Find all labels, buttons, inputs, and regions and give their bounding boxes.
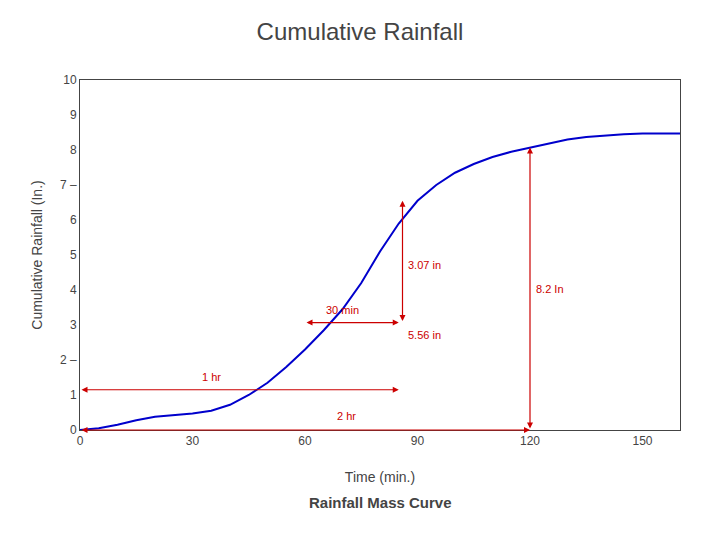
svg-text:2 hr: 2 hr — [337, 410, 356, 422]
svg-text:Rainfall Mass Curve: Rainfall Mass Curve — [309, 494, 452, 511]
svg-text:2 –: 2 – — [60, 353, 77, 367]
svg-text:10: 10 — [63, 73, 77, 87]
svg-text:1: 1 — [70, 388, 77, 402]
svg-text:120: 120 — [520, 434, 540, 448]
svg-text:Cumulative Rainfall (In.): Cumulative Rainfall (In.) — [29, 180, 45, 329]
svg-text:8.2 In: 8.2 In — [536, 283, 564, 295]
svg-text:5.56 in: 5.56 in — [408, 329, 441, 341]
svg-text:Cumulative Rainfall: Cumulative Rainfall — [257, 18, 464, 45]
svg-text:9: 9 — [70, 108, 77, 122]
svg-text:30: 30 — [186, 434, 200, 448]
svg-text:30 min: 30 min — [326, 304, 359, 316]
svg-text:6: 6 — [70, 213, 77, 227]
svg-text:1 hr: 1 hr — [202, 371, 221, 383]
svg-text:5: 5 — [70, 248, 77, 262]
svg-text:4: 4 — [70, 283, 77, 297]
svg-text:150: 150 — [632, 434, 652, 448]
svg-text:Time (min.): Time (min.) — [345, 469, 415, 485]
svg-text:8: 8 — [70, 143, 77, 157]
svg-text:0: 0 — [77, 434, 84, 448]
svg-text:7 –: 7 – — [60, 178, 77, 192]
svg-text:90: 90 — [411, 434, 425, 448]
svg-text:60: 60 — [298, 434, 312, 448]
svg-text:3.07 in: 3.07 in — [408, 259, 441, 271]
svg-text:3: 3 — [70, 318, 77, 332]
svg-text:0: 0 — [70, 423, 77, 437]
